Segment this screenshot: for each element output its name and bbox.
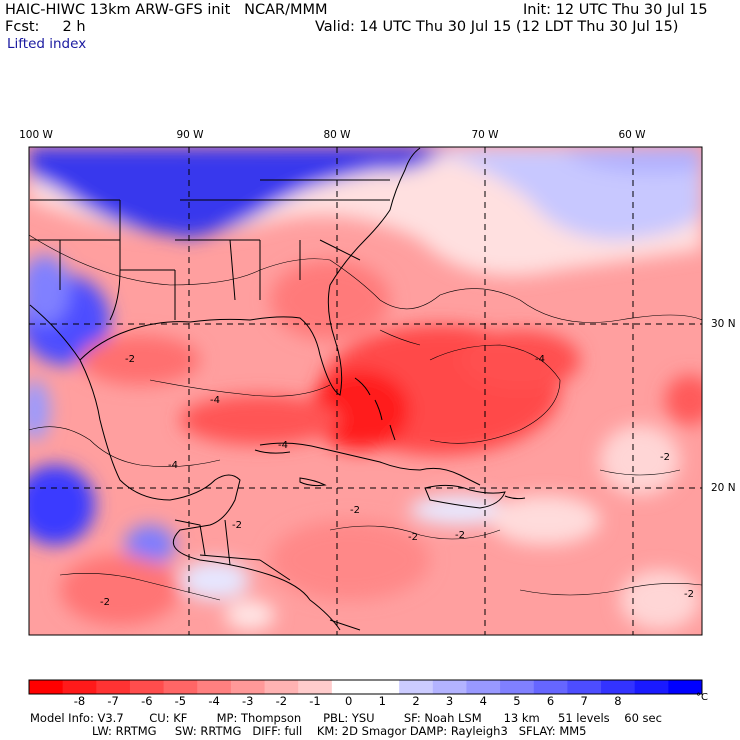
map-frame	[28, 146, 703, 636]
colorbar-swatch	[29, 680, 64, 694]
colorbar-tick-label: 7	[580, 694, 588, 708]
colorbar-tick-label: -4	[208, 694, 220, 708]
lon-label: 60 W	[618, 129, 646, 141]
contour-label: -2	[455, 530, 465, 541]
colorbar-swatch	[500, 680, 535, 694]
contour-label: -4	[278, 440, 288, 451]
colorbar-swatch	[197, 680, 232, 694]
valid-time: Valid: 14 UTC Thu 30 Jul 15 (12 LDT Thu …	[315, 19, 679, 35]
colorbar-swatch	[298, 680, 333, 694]
colorbar-swatch	[129, 680, 165, 694]
colorbar-swatch	[399, 680, 434, 694]
colorbar-swatch	[432, 680, 467, 694]
colorbar-tick-label: 8	[614, 694, 622, 708]
colorbar-swatch	[331, 680, 366, 694]
colorbar-swatch	[601, 680, 636, 694]
field-name: Lifted index	[7, 36, 87, 52]
colorbar-swatch	[466, 680, 501, 694]
colorbar-tick-label: -2	[275, 694, 288, 708]
lon-label: 90 W	[176, 129, 204, 141]
init-time: Init: 12 UTC Thu 30 Jul 15	[523, 2, 708, 18]
footer-model-info: Model Info: V3.7 CU: KF MP: Thompson PBL…	[30, 711, 662, 725]
field-shading	[29, 147, 702, 630]
contour-label: -2	[684, 589, 694, 600]
colorbar-tick-label: 2	[412, 694, 420, 708]
lat-label: 20 N	[711, 482, 736, 494]
colorbar-tick-label: 3	[445, 694, 454, 708]
colorbar-swatch	[264, 680, 299, 694]
contour-label: -4	[535, 354, 545, 365]
colorbar-tick-label: -3	[241, 694, 254, 708]
colorbar-unit: °C	[696, 692, 708, 703]
colorbar-tick-label: -6	[141, 694, 153, 708]
colorbar-tick-label: -1	[309, 694, 321, 708]
contour-label: -2	[232, 520, 242, 531]
lon-label: 80 W	[323, 129, 351, 141]
colorbar-swatch	[230, 680, 266, 694]
colorbar-swatch	[634, 680, 669, 694]
colorbar-tick-label: 5	[513, 694, 521, 708]
colorbar-tick-label: -8	[73, 694, 86, 708]
colorbar-swatch	[668, 680, 703, 694]
colorbar-swatch	[567, 680, 602, 694]
lat-lon-grid	[29, 147, 702, 635]
colorbar-swatch	[533, 680, 568, 694]
lon-label: 100 W	[19, 129, 53, 141]
colorbar-tick-label: 0	[345, 694, 353, 708]
colorbar	[29, 680, 703, 694]
contour-label: -4	[210, 395, 220, 406]
colorbar-frame	[28, 679, 703, 695]
footer-physics-info: LW: RRTMG SW: RRTMG DIFF: full KM: 2D Sm…	[92, 724, 587, 738]
contour-label: -2	[660, 452, 670, 463]
colorbar-swatch	[365, 680, 400, 694]
colorbar-tick-label: 4	[479, 694, 487, 708]
colorbar-swatch	[96, 680, 131, 694]
coastlines	[29, 147, 526, 631]
colorbar-tick-label: -7	[107, 694, 119, 708]
forecast-hour: Fcst: 2 h	[5, 19, 86, 35]
colorbar-tick-label: 1	[378, 694, 386, 708]
contour-label: -2	[100, 597, 110, 608]
colorbar-tick-label: 6	[546, 694, 555, 708]
contour-label: -2	[125, 354, 135, 365]
plot-title: HAIC-HIWC 13km ARW-GFS init NCAR/MMM	[5, 2, 328, 18]
lat-label: 30 N	[711, 318, 736, 330]
lon-label: 70 W	[471, 129, 499, 141]
colorbar-tick-label: -5	[174, 694, 187, 708]
colorbar-swatch	[163, 680, 198, 694]
contour-label: -4	[168, 460, 178, 471]
contour-label: -2	[408, 532, 418, 543]
contour-lines	[29, 234, 702, 601]
colorbar-swatch	[62, 680, 97, 694]
contour-label: -2	[350, 505, 360, 516]
